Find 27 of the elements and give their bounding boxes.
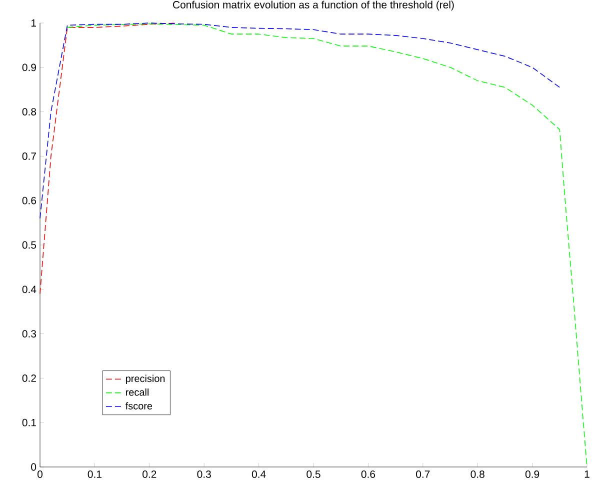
x-tick-label: 0 [38,470,43,478]
y-tick-label: 0.2 [22,374,36,382]
x-tick-label: 0.9 [525,470,540,478]
legend-label: precision [126,374,165,384]
x-tick-label: 0.8 [470,470,484,478]
x-tick-label: 0.2 [142,470,156,478]
x-tick-label: 0.6 [361,470,376,478]
x-tick-label: 0.4 [252,470,266,478]
y-tick-label: 0.1 [22,418,36,426]
y-tick-label: 0.7 [22,152,36,160]
x-tick-label: 1 [584,470,590,478]
chart-title: Confusion matrix evolution as a function of the threshold (rel) [173,0,454,10]
x-tick-label: 0.1 [88,470,102,478]
y-tick-label: 1 [31,19,36,27]
x-tick-label: 0.5 [306,470,320,478]
line-series [40,22,178,294]
y-tick-label: 0.6 [22,196,36,204]
x-tick-label: 0.3 [197,470,211,478]
y-tick-label: 0.5 [22,241,36,249]
x-tick-label: 0.7 [416,470,430,478]
legend-label: recall [126,388,148,396]
y-tick-label: 0.9 [22,64,36,72]
legend-label: fscore [125,402,152,410]
y-tick-label: 0.4 [22,286,36,294]
y-tick-label: 0.8 [22,108,36,116]
y-tick-label: 0.3 [22,330,36,338]
y-tick-label: 0 [31,463,36,471]
